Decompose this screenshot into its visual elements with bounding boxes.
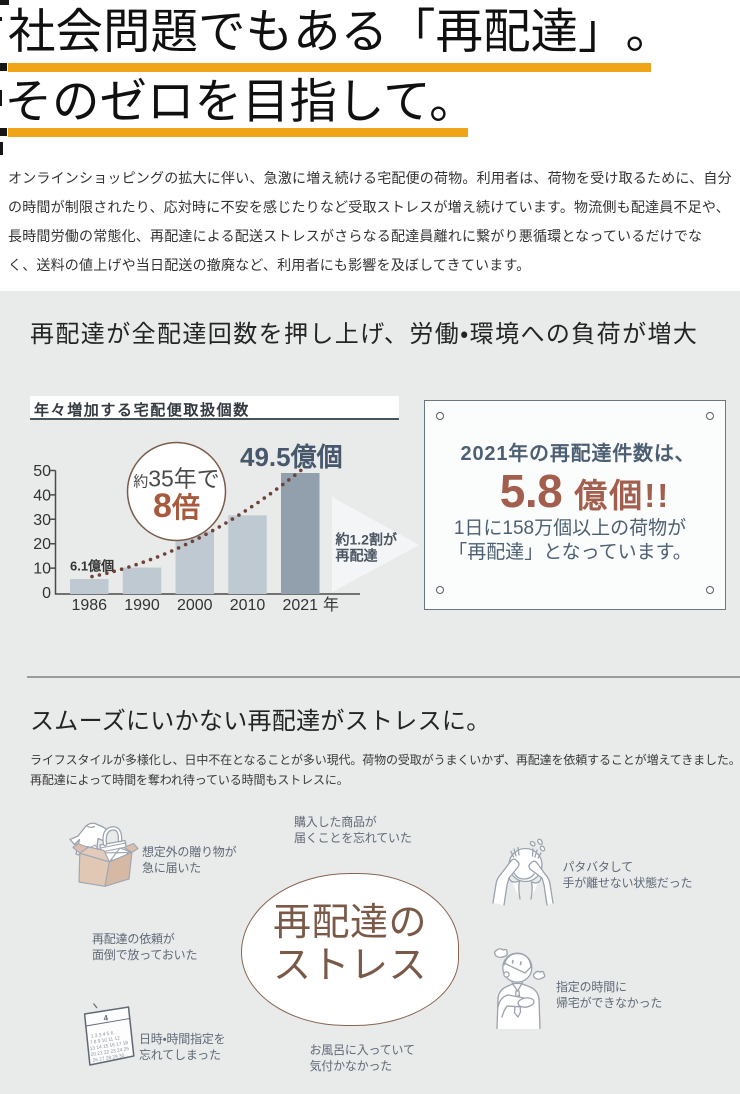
svg-text:7 8 9 10 11 12: 7 8 9 10 11 12 [89, 1035, 120, 1046]
svg-text:2000: 2000 [177, 597, 213, 614]
svg-text:0: 0 [42, 585, 51, 602]
svg-text:1990: 1990 [124, 597, 160, 614]
svg-text:1986: 1986 [71, 597, 107, 614]
svg-text:2010: 2010 [230, 597, 266, 614]
svg-text:10: 10 [33, 561, 51, 578]
svg-text:40: 40 [33, 487, 51, 504]
svg-text:2021: 2021 [282, 597, 318, 614]
svg-text:50: 50 [33, 463, 51, 480]
svg-text:4: 4 [103, 1013, 109, 1023]
svg-text:再配達: 再配達 [336, 548, 378, 564]
svg-text:20: 20 [33, 536, 51, 553]
svg-text:8倍: 8倍 [153, 487, 200, 525]
svg-text:約35年で: 約35年で [133, 466, 220, 492]
svg-text:年: 年 [323, 596, 339, 614]
svg-text:30: 30 [33, 512, 51, 529]
svg-text:26 27 28 29 30: 26 27 28 29 30 [92, 1053, 125, 1064]
svg-text:49.5億個: 49.5億個 [240, 442, 343, 472]
svg-text:6.1億個: 6.1億個 [70, 559, 114, 574]
svg-text:約1.2割が: 約1.2割が [335, 532, 398, 548]
svg-text:1 2 3 4 5 6: 1 2 3 4 5 6 [90, 1030, 114, 1040]
